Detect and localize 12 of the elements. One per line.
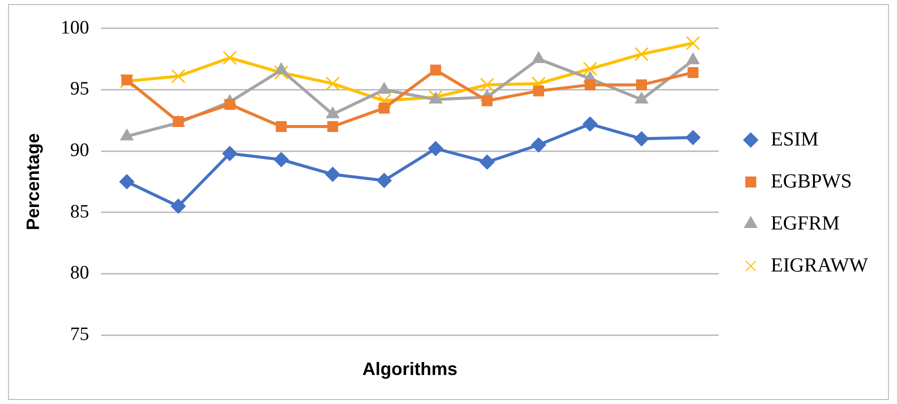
y-tick-label: 95 (70, 78, 90, 100)
y-tick-label: 75 (70, 324, 90, 345)
legend-label: EIGRAWW (770, 254, 868, 276)
y-tick-label: 85 (70, 201, 90, 222)
y-tick-label: 90 (70, 140, 90, 162)
legend-label: EGBPWS (770, 170, 852, 192)
y-tick-label: 100 (60, 17, 90, 38)
legend-label: EGFRM (770, 212, 840, 234)
y-tick-label: 80 (70, 262, 90, 284)
legend-label: ESIM (770, 128, 819, 150)
y-axis-title: Percentage (22, 133, 43, 230)
x-axis-title: Algorithms (362, 359, 458, 380)
